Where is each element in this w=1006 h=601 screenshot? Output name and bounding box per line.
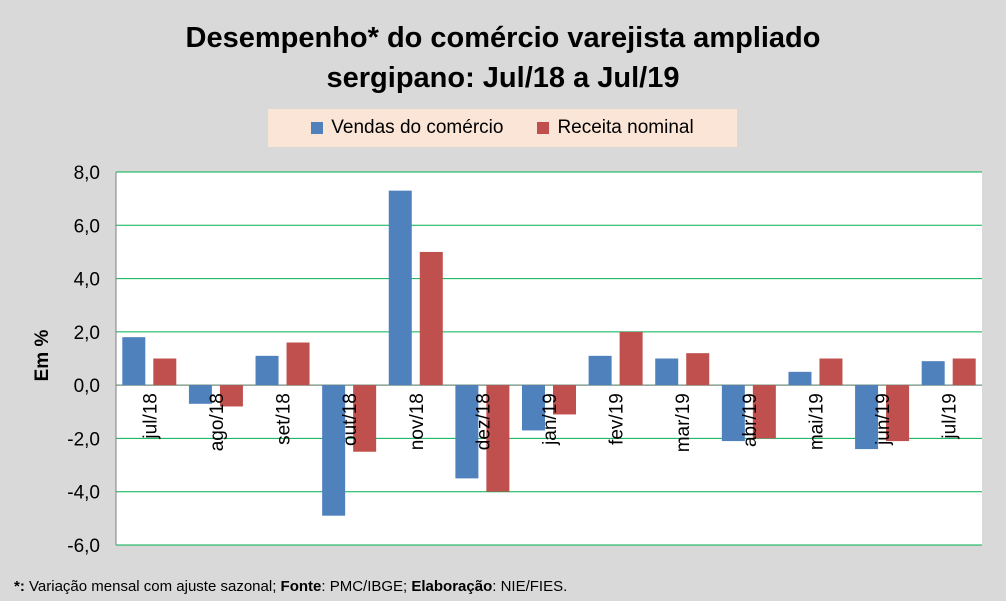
x-tick-label: dez/18 [473,393,494,450]
chart-title-line-1: Desempenho* do comércio varejista amplia… [185,22,821,54]
footnote-author-text: : NIE/FIES. [492,578,568,595]
y-tick-label: 2,0 [74,323,100,344]
bar-receita-jun-19 [886,385,910,442]
bar-receita-fev-19 [619,331,643,386]
y-tick-label: 4,0 [74,270,100,291]
x-tick-label: out/18 [340,393,361,446]
y-tick-label: -2,0 [67,429,100,450]
bar-vendas-dez-18 [455,385,479,479]
bar-receita-jul-18 [153,358,177,386]
bar-vendas-set-18 [255,355,279,386]
bar-receita-out-18 [353,385,377,452]
x-tick-label: fev/19 [607,393,628,445]
x-tick-label: jun/19 [873,393,894,446]
bar-receita-nov-18 [419,251,443,386]
footnote-text: Variação mensal com ajuste sazonal; [24,578,281,595]
bar-receita-set-18 [286,342,310,386]
footnote-mark: *: [14,578,25,595]
bar-vendas-out-18 [322,385,346,516]
plot-area [116,172,982,545]
bar-vendas-jun-19 [855,385,879,450]
legend-swatch-vendas [311,122,324,134]
footnote-author-label: Elaboração [411,578,493,595]
legend-swatch-receita [537,122,550,134]
bar-vendas-jan-19 [522,385,545,431]
y-tick-label: 8,0 [74,163,100,184]
bar-receita-ago-18 [219,385,243,407]
y-tick-label: -6,0 [67,536,100,557]
footnote-source-text: : PMC/IBGE; [321,578,412,595]
x-tick-label: jul/18 [140,393,161,439]
x-tick-label: mai/19 [806,393,827,450]
bar-vendas-fev-19 [588,355,612,386]
x-tick-label: mar/19 [673,393,694,452]
bar-receita-mai-19 [819,358,843,386]
legend-item-receita: Receita nominal [537,117,694,139]
x-tick-label: abr/19 [740,393,761,447]
x-tick-label: nov/18 [407,393,428,450]
chart-legend: Vendas do comércio Receita nominal [268,109,737,147]
x-tick-label: ago/18 [207,393,228,451]
bar-receita-jan-19 [553,385,576,415]
bar-vendas-mar-19 [655,358,679,386]
bar-vendas-ago-18 [188,385,212,404]
y-axis-label: Em % [32,330,53,382]
bar-receita-abr-19 [752,385,776,439]
bar-vendas-nov-18 [388,190,412,386]
chart-title-line-2: sergipano: Jul/18 a Jul/19 [326,62,680,94]
legend-label-vendas: Vendas do comércio [331,117,504,138]
bar-vendas-jul-19 [921,361,945,386]
bar-vendas-jul-18 [122,337,146,386]
y-tick-label: 0,0 [74,376,100,397]
bar-vendas-abr-19 [721,385,745,442]
bar-receita-mar-19 [686,353,710,386]
bar-receita-dez-18 [486,385,510,492]
y-tick-label: 6,0 [74,216,100,237]
x-tick-label: jul/19 [940,393,961,439]
bar-receita-jul-19 [952,358,976,386]
y-tick-label: -4,0 [67,483,100,504]
legend-item-vendas: Vendas do comércio [311,117,503,139]
footnote: *: Variação mensal com ajuste sazonal; F… [14,578,567,595]
bar-vendas-mai-19 [788,371,812,386]
legend-label-receita: Receita nominal [557,117,694,138]
footnote-source-label: Fonte [280,578,322,595]
x-tick-label: jan/19 [540,393,561,446]
x-tick-label: set/18 [274,393,295,445]
